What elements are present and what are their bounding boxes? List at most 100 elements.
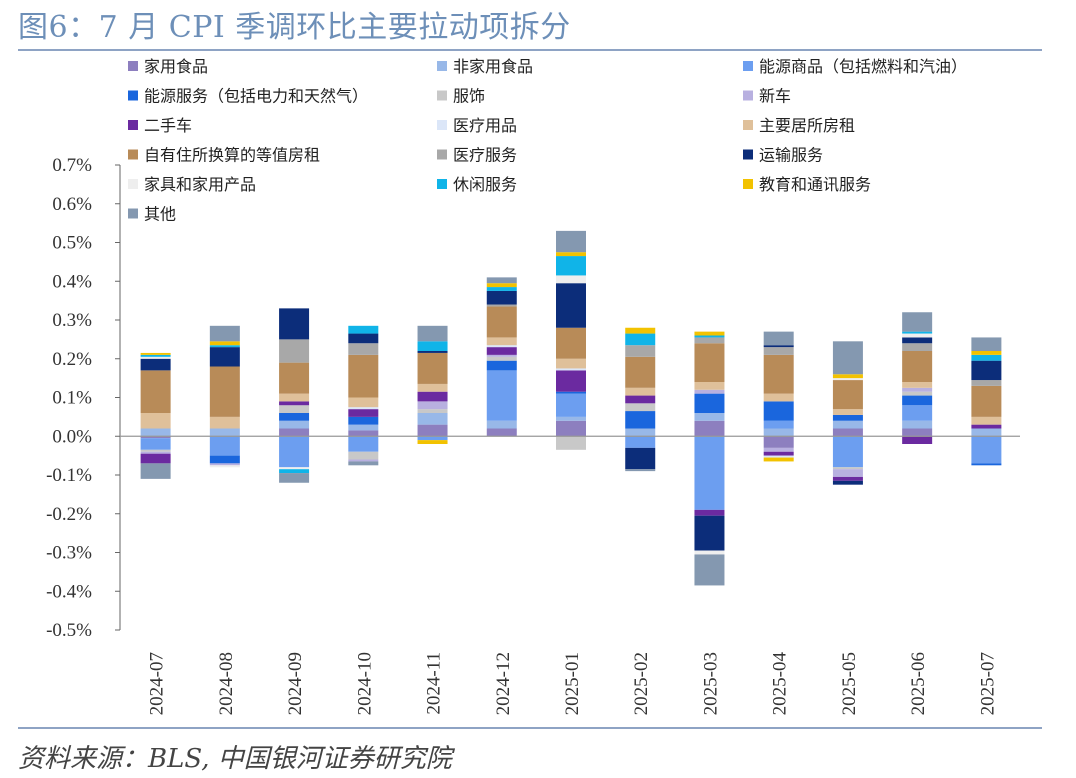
legend-label-7: 医疗用品 (453, 116, 517, 135)
bar-segment-2025-04-15 (763, 331, 794, 346)
bar-segment-2025-01-1 (556, 416, 586, 421)
bar-segment-2025-04-7 (763, 455, 794, 458)
bar-segment-2025-05-3 (832, 414, 863, 421)
legend-label-6: 二手车 (144, 116, 192, 135)
bar-segment-2025-03-9 (694, 343, 725, 382)
bar-segment-2024-07-11 (140, 358, 171, 371)
x-tick-label: 2025-03 (700, 652, 721, 715)
x-tick-label: 2025-05 (839, 652, 860, 715)
legend-label-0: 家用食品 (144, 57, 208, 76)
bar-segment-2025-04-14 (763, 457, 794, 462)
bar-segment-2025-07-3 (971, 463, 1002, 466)
bar-segment-2024-07-12 (140, 356, 171, 359)
bar-segment-2024-07-2 (140, 438, 171, 450)
legend-label-3: 能源服务（包括电力和天然气） (144, 87, 368, 106)
bar-segment-2024-11-1 (417, 413, 448, 425)
bar-segment-2024-07-5 (140, 451, 171, 454)
stacked-bar-chart: 家用食品 非家用食品 能源商品（包括燃料和汽油） 能源服务（包括电力和天然气） 服饰 新车… (46, 57, 1020, 716)
bar-segment-2024-11-0 (417, 424, 448, 437)
bar-segment-2024-08-3 (209, 455, 240, 464)
x-tick-label: 2025-04 (770, 652, 791, 716)
legend-label-5: 新车 (759, 87, 791, 106)
bar-segment-2025-07-2 (971, 436, 1002, 464)
bar-segment-2024-10-8 (348, 397, 379, 408)
bar-segment-2025-05-1 (832, 420, 863, 429)
bar-segment-2025-03-2 (694, 436, 725, 510)
bar-segment-2024-11-13 (417, 341, 448, 351)
bar-segment-2025-04-10 (763, 347, 794, 355)
bar-segment-2024-08-14 (209, 341, 240, 346)
bar-segment-2024-07-4 (140, 449, 171, 452)
bar-segment-2025-07-8 (971, 416, 1002, 425)
bar-segment-2024-10-4 (348, 451, 379, 460)
bar-segment-2024-08-8 (209, 416, 240, 429)
bar-segment-2024-10-10 (348, 343, 379, 355)
bar-segment-2025-01-7 (556, 368, 586, 371)
bar-segment-2024-12-13 (486, 287, 517, 291)
y-axis: 0.7% 0.6% 0.5% 0.4% 0.3% 0.2% 0.1% 0.0% -0.1% -0.… (46, 155, 121, 641)
y-tick-label: 0.2% (52, 349, 92, 370)
bar-segment-2025-04-6 (763, 451, 794, 456)
bar-segment-2025-07-15 (971, 337, 1002, 351)
bar-segment-2025-06-4 (902, 391, 933, 396)
title-divider (18, 49, 1042, 51)
bar-segment-2024-10-15 (348, 461, 379, 466)
bar-segment-2025-01-6 (556, 370, 586, 392)
bar-segment-2025-03-3 (694, 393, 725, 413)
bar-segment-2024-08-1 (209, 428, 240, 437)
bar-segment-2024-09-3 (279, 413, 310, 421)
bar-segment-2024-09-11 (279, 308, 310, 340)
legend-swatch-6 (128, 120, 138, 130)
x-tick-label: 2025-02 (631, 652, 652, 715)
bar-segment-2025-04-5 (763, 447, 794, 452)
bar-segment-2025-01-8 (556, 358, 586, 369)
bar-segment-2025-06-5 (902, 387, 933, 392)
bar-segment-2024-12-10 (486, 304, 517, 307)
bar-segment-2025-02-4 (625, 403, 656, 412)
legend-swatch-4 (437, 90, 447, 101)
bar-segment-2024-09-2 (279, 436, 310, 468)
bar-segment-2025-01-9 (556, 327, 586, 359)
bar-segment-2025-01-12 (556, 275, 586, 284)
x-axis: 2024-07 2024-08 2024-09 2024-10 2024-11 2024-… (120, 435, 1020, 716)
bar-segment-2025-02-8 (625, 387, 656, 396)
bar-segment-2025-06-2 (902, 405, 933, 421)
bar-segment-2025-03-1 (694, 413, 725, 421)
bar-segment-2025-03-11 (694, 515, 725, 551)
bar-segment-2024-07-15 (140, 463, 171, 479)
legend-swatch-11 (743, 149, 753, 160)
chart-title: 图6：7 月 CPI 季调环比主要拉动项拆分 (18, 10, 571, 45)
bar-segment-2024-11-2 (417, 436, 448, 441)
y-tick-label: 0.5% (52, 233, 92, 254)
bar-segment-2025-07-10 (971, 380, 1002, 386)
bar-segment-2025-04-2 (763, 420, 794, 429)
bar-segment-2025-05-8 (832, 409, 863, 415)
bar-segment-2024-08-5 (209, 463, 240, 466)
bar-segment-2024-08-11 (209, 347, 240, 367)
bar-segment-2025-01-2 (556, 393, 586, 417)
bar-segment-2024-12-0 (486, 428, 517, 437)
bar-segment-2025-03-12 (694, 550, 725, 555)
bar-segment-2024-08-2 (209, 436, 240, 456)
bar-segment-2024-12-14 (486, 283, 517, 288)
bar-segment-2025-02-2 (625, 436, 656, 448)
y-tick-label: 0.3% (52, 310, 92, 331)
y-tick-label: 0.6% (52, 194, 92, 215)
x-tick-label: 2024-11 (424, 652, 445, 715)
bar-segment-2025-03-13 (694, 335, 725, 338)
x-tick-label: 2025-06 (908, 652, 929, 715)
bar-segment-2025-04-0 (763, 436, 794, 448)
legend-swatch-10 (437, 149, 447, 160)
y-tick-label: 0.0% (52, 426, 92, 447)
bar-segment-2024-11-8 (417, 383, 448, 392)
bar-segment-2024-09-1 (279, 420, 310, 429)
legend-swatch-2 (743, 61, 753, 71)
bar-segment-2025-03-10 (694, 337, 725, 344)
bar-segment-2024-11-6 (417, 391, 448, 402)
bar-segment-2024-10-13 (348, 325, 379, 334)
bar-segment-2025-04-11 (763, 345, 794, 348)
bar-segment-2024-09-10 (279, 339, 310, 363)
bar-segment-2025-05-14 (832, 374, 863, 379)
x-tick-label: 2024-08 (216, 652, 237, 715)
bar-segment-2024-10-0 (348, 430, 379, 437)
